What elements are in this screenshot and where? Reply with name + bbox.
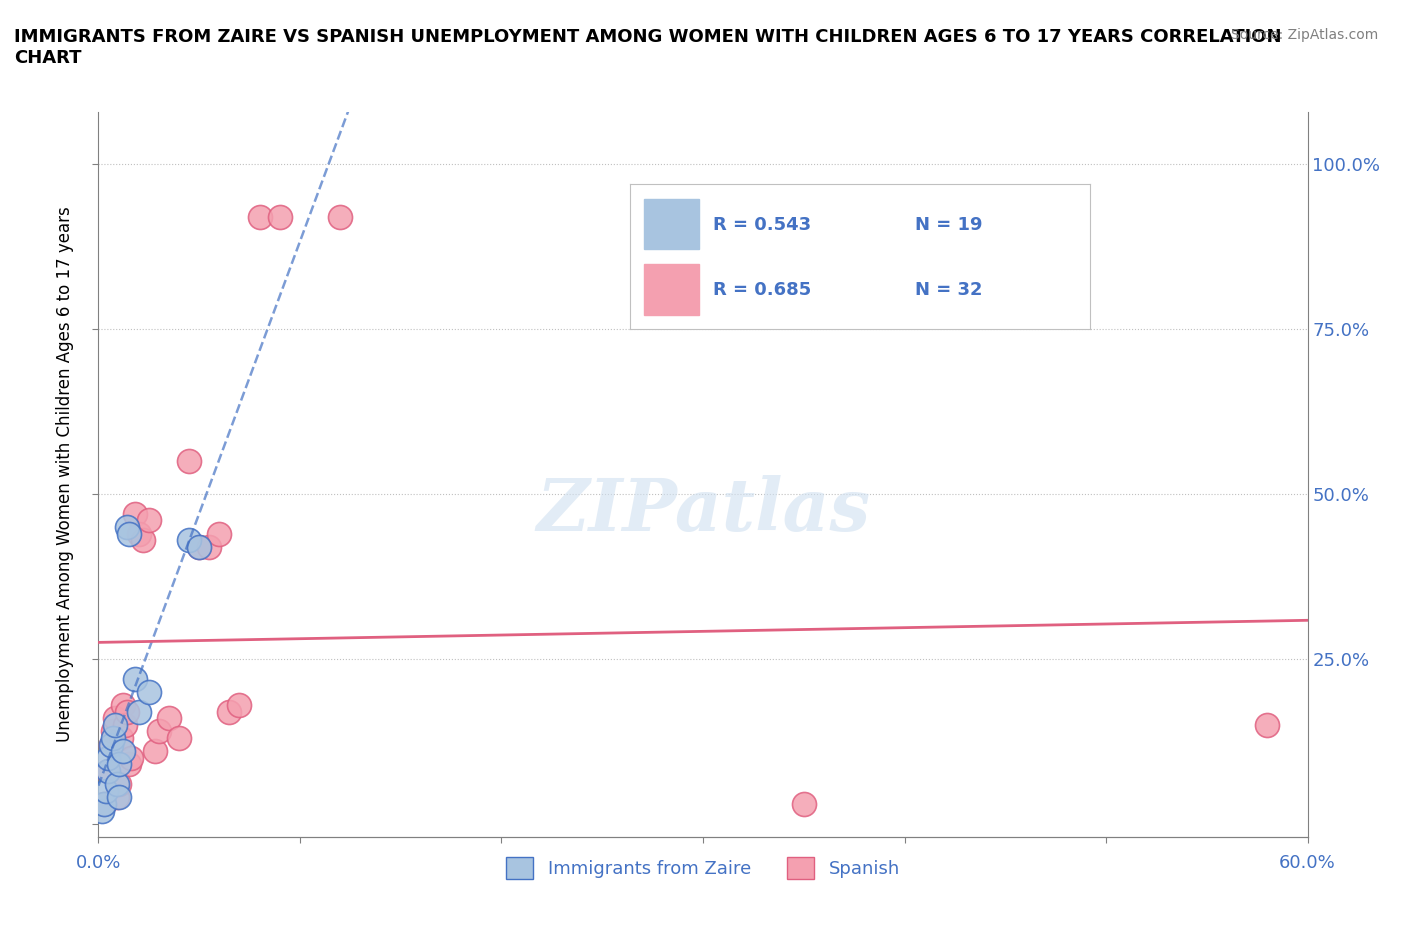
Point	[100, 737, 122, 752]
Point	[132, 533, 155, 548]
Point	[128, 704, 150, 719]
Point	[329, 209, 352, 224]
Point	[114, 717, 136, 732]
Point	[105, 790, 128, 804]
Point	[124, 507, 146, 522]
Point	[91, 804, 114, 818]
Point	[103, 717, 125, 732]
Point	[115, 704, 138, 719]
Point	[188, 539, 211, 554]
Point	[1256, 717, 1278, 732]
Text: IMMIGRANTS FROM ZAIRE VS SPANISH UNEMPLOYMENT AMONG WOMEN WITH CHILDREN AGES 6 T: IMMIGRANTS FROM ZAIRE VS SPANISH UNEMPLO…	[14, 28, 1281, 67]
Point	[107, 790, 129, 804]
Point	[118, 526, 141, 541]
Y-axis label: Unemployment Among Women with Children Ages 6 to 17 years: Unemployment Among Women with Children A…	[56, 206, 75, 742]
Point	[157, 711, 180, 725]
Legend: Immigrants from Zaire, Spanish: Immigrants from Zaire, Spanish	[499, 849, 907, 886]
Point	[103, 711, 125, 725]
Point	[101, 731, 124, 746]
Point	[97, 751, 120, 765]
Point	[97, 764, 120, 778]
Point	[143, 744, 166, 759]
Point	[111, 744, 134, 759]
Point	[198, 539, 221, 554]
Point	[249, 209, 271, 224]
Point	[107, 757, 129, 772]
Point	[105, 777, 128, 791]
Point	[124, 671, 146, 686]
Point	[179, 533, 201, 548]
Point	[107, 777, 129, 791]
Point	[138, 684, 160, 699]
Point	[115, 520, 138, 535]
Point	[110, 731, 132, 746]
Point	[100, 737, 122, 752]
Point	[97, 764, 120, 778]
Point	[218, 704, 240, 719]
Text: Source: ZipAtlas.com: Source: ZipAtlas.com	[1230, 28, 1378, 42]
Point	[228, 698, 250, 712]
Point	[101, 724, 124, 739]
Point	[120, 751, 142, 765]
Point	[111, 698, 134, 712]
Point	[93, 797, 115, 812]
Point	[188, 539, 211, 554]
Point	[118, 757, 141, 772]
Point	[96, 783, 118, 798]
Text: ZIPatlas: ZIPatlas	[536, 475, 870, 546]
Point	[208, 526, 231, 541]
Point	[148, 724, 170, 739]
Point	[167, 731, 190, 746]
Point	[179, 454, 201, 469]
Point	[269, 209, 291, 224]
Point	[93, 797, 115, 812]
Point	[128, 526, 150, 541]
Point	[138, 513, 160, 528]
Point	[793, 797, 815, 812]
